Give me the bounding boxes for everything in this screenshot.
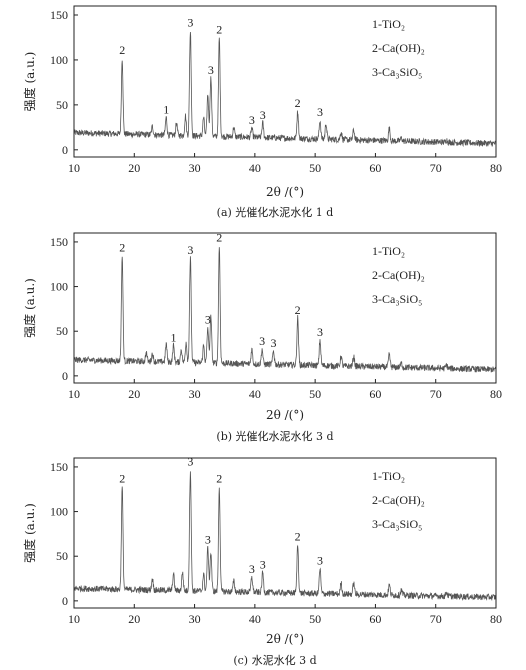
x-tick-label: 70: [430, 161, 442, 175]
peak-label: 2: [295, 303, 301, 317]
x-axis-title: 2θ /(°): [266, 632, 304, 646]
panel-caption: (c) 水泥水化 3 d: [233, 653, 316, 667]
peak-label: 1: [170, 331, 176, 345]
peak-label: 3: [187, 455, 193, 469]
y-axis-title: 强度 (a.u.): [22, 52, 37, 112]
peak-label: 2: [119, 43, 125, 57]
y-tick-label: 0: [62, 594, 68, 608]
y-axis-title: 强度 (a.u.): [22, 503, 37, 563]
chart-panel-b: 10 20 30 40 50 60 70 80 0 50 100 150 2θ /(°) 强度 (a.u.…: [22, 231, 502, 444]
chart-panel-c: 10 20 30 40 50 60 70 80 0 50 100 150 2θ /(°) 强度 (a.u.…: [22, 455, 502, 667]
x-axis-title: 2θ /(°): [266, 408, 304, 422]
x-tick-label: 60: [369, 161, 381, 175]
y-tick-label: 150: [50, 235, 68, 249]
y-tick-label: 150: [50, 8, 68, 22]
y-tick-label: 0: [62, 143, 68, 157]
xrd-trace-line: [73, 31, 496, 148]
peak-label: 3: [259, 334, 265, 348]
legend-entry: 1-TiO₂: [372, 17, 405, 31]
x-tick-label: 20: [128, 161, 140, 175]
x-tick-label: 50: [309, 387, 321, 401]
peak-label: 2: [216, 231, 222, 245]
x-tick-label: 70: [430, 387, 442, 401]
peak-label: 3: [317, 325, 323, 339]
legend-entry: 3-Ca₃SiO₅: [372, 292, 422, 306]
y-axis-title: 强度 (a.u.): [22, 278, 37, 338]
peak-label: 2: [295, 96, 301, 110]
peak-label: 1: [163, 102, 169, 116]
x-tick-label: 50: [309, 161, 321, 175]
peak-label: 3: [317, 105, 323, 119]
y-tick-label: 50: [56, 98, 68, 112]
peak-label: 2: [295, 530, 301, 544]
x-tick-label: 60: [369, 612, 381, 626]
peak-label: 3: [205, 313, 211, 327]
legend-entry: 3-Ca₃SiO₅: [372, 517, 422, 531]
x-tick-label: 70: [430, 612, 442, 626]
peak-label: 3: [187, 15, 193, 29]
legend-entry: 2-Ca(OH)₂: [372, 268, 425, 282]
y-tick-label: 50: [56, 549, 68, 563]
x-tick-label: 40: [249, 387, 261, 401]
legend-entry: 1-TiO₂: [372, 469, 405, 483]
peak-label: 3: [249, 562, 255, 576]
legend-entry: 3-Ca₃SiO₅: [372, 65, 422, 79]
x-tick-label: 40: [249, 161, 261, 175]
x-axis-title: 2θ /(°): [266, 185, 304, 199]
x-tick-label: 60: [369, 387, 381, 401]
panel-caption: (a) 光催化水泥水化 1 d: [217, 205, 334, 219]
peak-label: 3: [260, 557, 266, 571]
peak-label: 3: [208, 63, 214, 77]
x-tick-label: 50: [309, 612, 321, 626]
y-tick-label: 0: [62, 369, 68, 383]
x-tick-label: 20: [128, 612, 140, 626]
x-tick-label: 10: [68, 161, 80, 175]
plot-frame: [73, 232, 497, 384]
x-tick-label: 80: [490, 387, 502, 401]
peak-label: 2: [216, 22, 222, 36]
peak-label: 3: [187, 243, 193, 257]
peak-label: 3: [260, 108, 266, 122]
legend-entry: 2-Ca(OH)₂: [372, 41, 425, 55]
x-tick-label: 80: [490, 612, 502, 626]
x-tick-label: 30: [189, 387, 201, 401]
x-tick-label: 40: [249, 612, 261, 626]
x-tick-label: 30: [189, 612, 201, 626]
peak-label: 2: [119, 240, 125, 254]
peak-label: 3: [271, 336, 277, 350]
panel-caption: (b) 光催化水泥水化 3 d: [216, 429, 333, 443]
xrd-trace-line: [73, 471, 497, 601]
y-tick-label: 100: [50, 53, 68, 67]
peak-label: 3: [249, 113, 255, 127]
x-tick-label: 20: [128, 387, 140, 401]
chart-panel-a: 10 20 30 40 50 60 70 80 0 50 100 150 2θ /(°) 强度 (a.u.…: [22, 5, 502, 219]
xrd-trace-line: [73, 247, 497, 373]
plot-frame: [73, 457, 497, 609]
y-tick-label: 100: [50, 505, 68, 519]
legend-entry: 1-TiO₂: [372, 244, 405, 258]
legend-entry: 2-Ca(OH)₂: [372, 493, 425, 507]
peak-label: 2: [216, 472, 222, 486]
peak-label: 3: [317, 554, 323, 568]
x-tick-label: 80: [490, 161, 502, 175]
peak-label: 2: [119, 472, 125, 486]
plot-frame: [73, 5, 497, 158]
y-tick-label: 50: [56, 324, 68, 338]
x-tick-label: 10: [68, 612, 80, 626]
peak-label: 3: [205, 532, 211, 546]
y-tick-label: 150: [50, 460, 68, 474]
y-tick-label: 100: [50, 280, 68, 294]
x-tick-label: 30: [189, 161, 201, 175]
x-tick-label: 10: [68, 387, 80, 401]
